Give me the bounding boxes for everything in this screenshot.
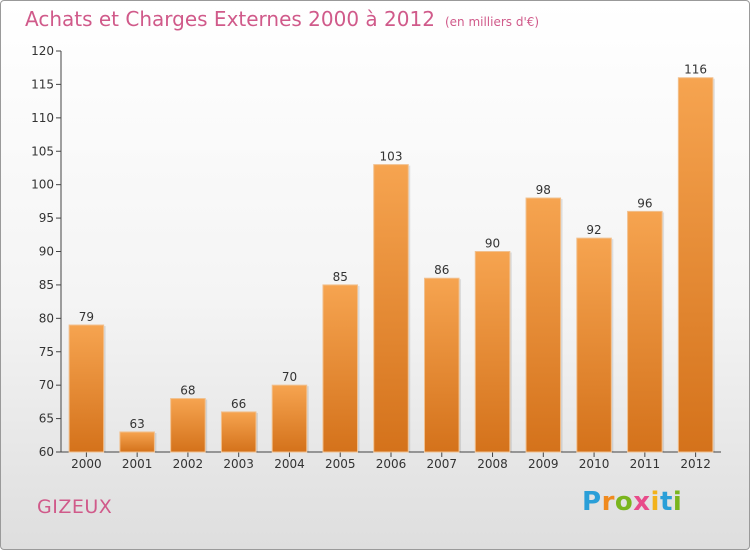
data-label: 63 <box>130 417 145 431</box>
x-tick-label: 2011 <box>630 457 661 471</box>
x-tick-label: 2003 <box>223 457 254 471</box>
logo-letter: P <box>582 487 602 517</box>
logo-letter: t <box>659 487 673 517</box>
bar-2000 <box>68 324 105 453</box>
data-label: 85 <box>333 270 348 284</box>
bar-2011 <box>627 210 663 453</box>
place-name: GIZEUX <box>37 496 113 518</box>
x-tick-label: 2008 <box>477 457 508 471</box>
y-tick-label: 85 <box>39 278 54 292</box>
x-tick-label: 2009 <box>528 457 559 471</box>
x-tick-label: 2010 <box>579 457 610 471</box>
bar-2012 <box>677 77 714 453</box>
y-tick-label: 120 <box>31 44 54 58</box>
bar-2005 <box>322 284 358 453</box>
y-tick-label: 60 <box>39 445 54 459</box>
bar-2008 <box>474 251 511 453</box>
data-label: 90 <box>485 237 500 251</box>
chart-title-text: Achats et Charges Externes 2000 à 2012 <box>25 7 435 31</box>
data-label: 79 <box>79 310 94 324</box>
bar-2003 <box>220 411 257 453</box>
x-tick-label: 2004 <box>274 457 305 471</box>
x-tick-label: 2007 <box>426 457 457 471</box>
data-label: 92 <box>586 223 601 237</box>
bar-2006 <box>373 164 409 453</box>
y-tick-label: 75 <box>39 345 54 359</box>
x-tick-label: 2002 <box>173 457 204 471</box>
y-tick-label: 65 <box>39 412 54 426</box>
bar-2004 <box>271 384 308 453</box>
data-label: 68 <box>180 384 195 398</box>
proxiti-logo: Proxiti <box>582 487 682 517</box>
x-tick-label: 2001 <box>122 457 153 471</box>
data-label: 116 <box>684 63 707 77</box>
y-tick-label: 115 <box>31 77 54 91</box>
bar-2009 <box>525 197 562 453</box>
data-label: 70 <box>282 370 297 384</box>
y-tick-label: 100 <box>31 178 54 192</box>
logo-letter: i <box>672 487 683 517</box>
logo-letter: x <box>633 487 651 517</box>
data-label: 103 <box>380 150 403 164</box>
x-tick-label: 2006 <box>376 457 407 471</box>
data-label: 96 <box>637 196 652 210</box>
x-tick-label: 2012 <box>680 457 711 471</box>
x-tick-label: 2005 <box>325 457 356 471</box>
bar-2002 <box>170 398 206 453</box>
data-label: 98 <box>536 183 551 197</box>
data-label: 86 <box>434 263 449 277</box>
data-label: 66 <box>231 397 246 411</box>
y-tick-label: 80 <box>39 311 54 325</box>
bar-2001 <box>119 431 155 453</box>
logo-letter: o <box>614 487 634 517</box>
x-tick-label: 2000 <box>71 457 102 471</box>
bar-2007 <box>424 277 460 453</box>
y-tick-label: 95 <box>39 211 54 225</box>
y-tick-label: 110 <box>31 111 54 125</box>
bar-2010 <box>576 237 612 453</box>
chart-title: Achats et Charges Externes 2000 à 2012 (e… <box>25 7 539 31</box>
y-tick-label: 90 <box>39 245 54 259</box>
logo-letter: r <box>601 487 615 517</box>
y-tick-label: 105 <box>31 144 54 158</box>
chart-unit: (en milliers d'€) <box>444 15 540 29</box>
y-tick-label: 70 <box>39 378 54 392</box>
logo-letter: i <box>650 487 660 517</box>
